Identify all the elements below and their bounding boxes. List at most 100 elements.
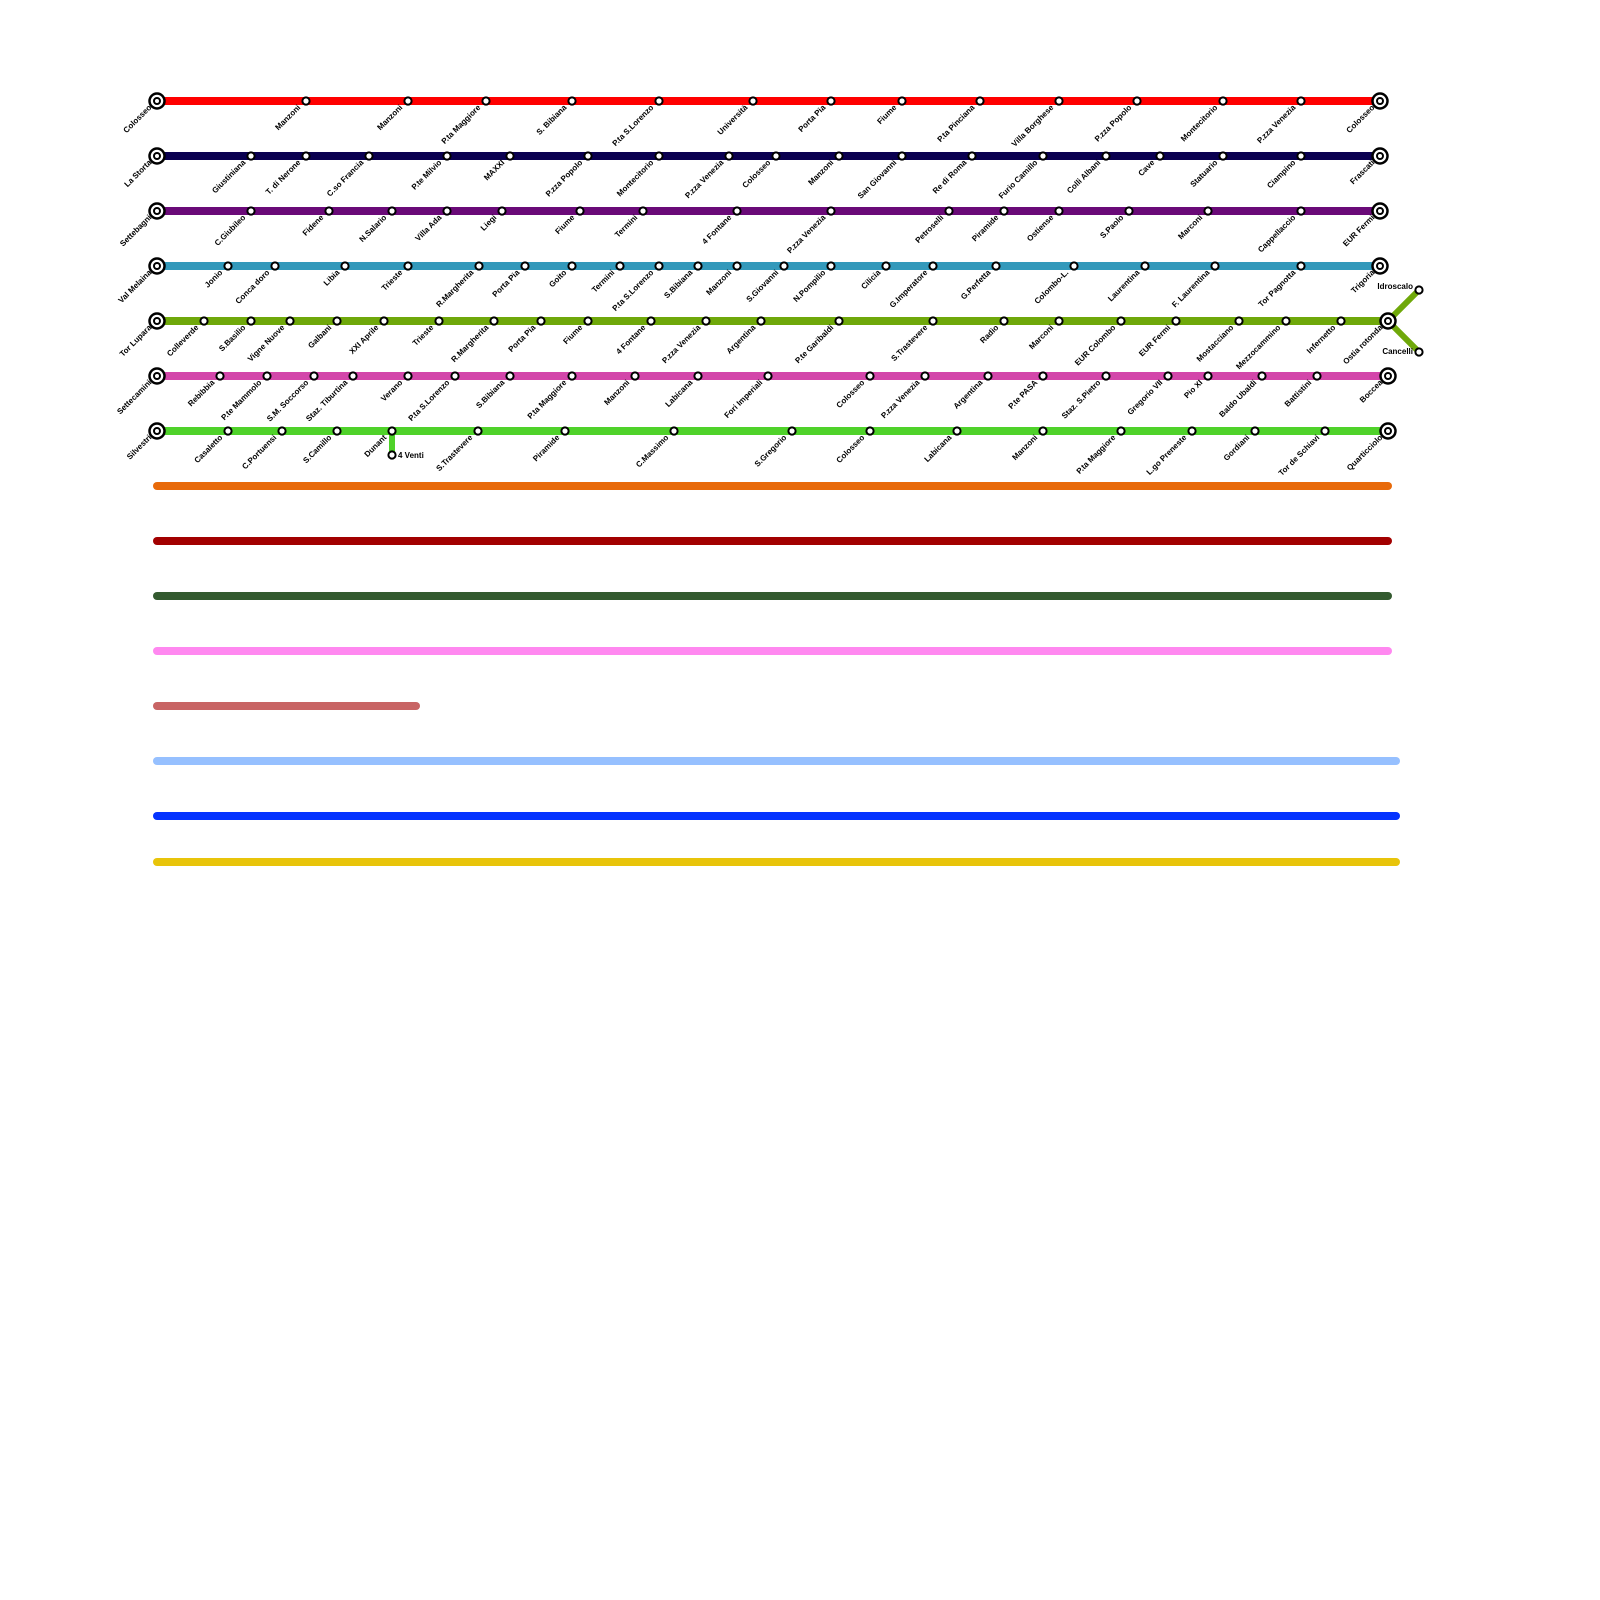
terminal-inner-ring: [1376, 152, 1384, 160]
station-icon: [567, 371, 577, 381]
station-label: S.Trastevere: [889, 323, 929, 363]
station-label: Pio XI: [1182, 378, 1204, 400]
station-label: Fiume: [875, 103, 898, 126]
station-label: Tor Lupara: [118, 323, 154, 359]
station-label: Argentina: [725, 323, 758, 356]
station-label: Labicana: [923, 433, 954, 464]
station-icon: [654, 151, 664, 161]
station-label: P.zza Venezia: [1255, 103, 1297, 145]
station-label: Colosseo: [1345, 103, 1377, 135]
station-icon: [1336, 316, 1346, 326]
station-icon: [1250, 426, 1260, 436]
station-icon: [575, 206, 585, 216]
station-icon: [897, 96, 907, 106]
station-label: Porta Pia: [797, 103, 828, 134]
station-icon: [732, 261, 742, 271]
station-icon: [1132, 96, 1142, 106]
station-label: Manzoni: [375, 103, 404, 132]
station-icon: [920, 371, 930, 381]
station-label: Dunant: [363, 433, 389, 459]
station-label: Fiume: [561, 323, 584, 346]
station-icon: [505, 151, 515, 161]
terminal-inner-ring: [1384, 427, 1392, 435]
metro-line-3: Settebagni C.Giubileo Fidene N.Salario Villa…: [118, 202, 1389, 255]
station-label: S.Trastevere: [434, 433, 474, 473]
station-label: Liegi: [479, 213, 499, 233]
station-label: 4 Venti: [398, 451, 424, 460]
station-label: Settecamini: [115, 378, 153, 416]
station-label: Goito: [547, 268, 568, 289]
station-icon: [834, 151, 844, 161]
station-icon: [999, 206, 1009, 216]
terminal-inner-ring: [1384, 317, 1392, 325]
station-label: P.ta Maggiore: [526, 378, 569, 421]
station-label: Montecitorio: [1179, 103, 1219, 143]
station-icon: [1171, 316, 1181, 326]
station-label: Villa Borghese: [1010, 103, 1056, 149]
terminal-inner-ring: [153, 207, 161, 215]
station-icon: [952, 426, 962, 436]
station-label: S.Paolo: [1098, 213, 1125, 240]
station-icon: [1218, 96, 1228, 106]
station-icon: [199, 316, 209, 326]
station-label: Idroscalo: [1377, 282, 1413, 291]
station-label: Mostacciano: [1195, 323, 1236, 364]
station-label: Ostia rotonda: [1341, 323, 1385, 367]
station-label: Statuario: [1189, 158, 1220, 189]
station-label: Laurentina: [1106, 268, 1142, 304]
station-icon: [1296, 96, 1306, 106]
terminal-inner-ring: [1376, 262, 1384, 270]
station-icon: [834, 316, 844, 326]
station-label: Manzoni: [1010, 433, 1039, 462]
station-icon: [332, 316, 342, 326]
station-icon: [967, 151, 977, 161]
station-label: P.te Garibaldi: [793, 323, 835, 365]
station-icon: [897, 151, 907, 161]
station-label: G.Imperatore: [888, 268, 930, 310]
station-icon: [481, 96, 491, 106]
station-icon: [450, 371, 460, 381]
station-label: Silvestri: [125, 433, 153, 461]
station-icon: [1414, 285, 1424, 295]
station-label: Villa Ada: [413, 213, 443, 243]
station-icon: [724, 151, 734, 161]
station-label: EUR Fermi: [1341, 213, 1376, 248]
station-icon: [1155, 151, 1165, 161]
station-icon: [991, 261, 1001, 271]
station-icon: [1210, 261, 1220, 271]
station-label: S. Bibiana: [535, 103, 569, 137]
station-icon: [1257, 371, 1267, 381]
station-label: 4 Fontane: [700, 213, 733, 246]
station-icon: [387, 450, 397, 460]
station-icon: [1140, 261, 1150, 271]
station-label: Ostiense: [1025, 213, 1056, 244]
station-label: Trieste: [380, 268, 405, 293]
station-icon: [1124, 206, 1134, 216]
station-icon: [1203, 206, 1213, 216]
station: La Storta: [123, 147, 166, 189]
metro-line-1: Colosseo Manzoni Manzoni P.ta Maggiore S. Bi…: [122, 92, 1389, 149]
station-icon: [756, 316, 766, 326]
station-icon: [285, 316, 295, 326]
station-label: S.Bibiana: [474, 378, 507, 411]
station-label: Tor de Schiavi: [1277, 433, 1322, 478]
station-icon: [1038, 371, 1048, 381]
station-label: G.Perfetta: [959, 268, 993, 302]
station-label: Settebagni: [118, 213, 153, 248]
station-label: Trigoria: [1349, 268, 1376, 295]
station-label: T. di Nerone: [264, 158, 303, 197]
station-label: Termini: [590, 268, 616, 294]
station-label: Università: [716, 103, 750, 137]
station-label: Mezzocammino: [1234, 323, 1282, 371]
branch-station: Cancelli: [1382, 347, 1424, 357]
station-label: P.te Milvio: [410, 158, 444, 192]
station-label: L.go Preneste: [1145, 433, 1189, 477]
station-icon: [732, 206, 742, 216]
station-label: Petroselli: [914, 213, 946, 245]
station-label: Cancelli: [1382, 347, 1413, 356]
station-label: La Storta: [123, 158, 154, 189]
station-icon: [246, 206, 256, 216]
metro-line-7: Silvestri Casaletto C.Portuensi S.Camillo Du…: [125, 422, 1397, 478]
station-icon: [787, 426, 797, 436]
station-label: Baldo Ubaldi: [1217, 378, 1258, 419]
